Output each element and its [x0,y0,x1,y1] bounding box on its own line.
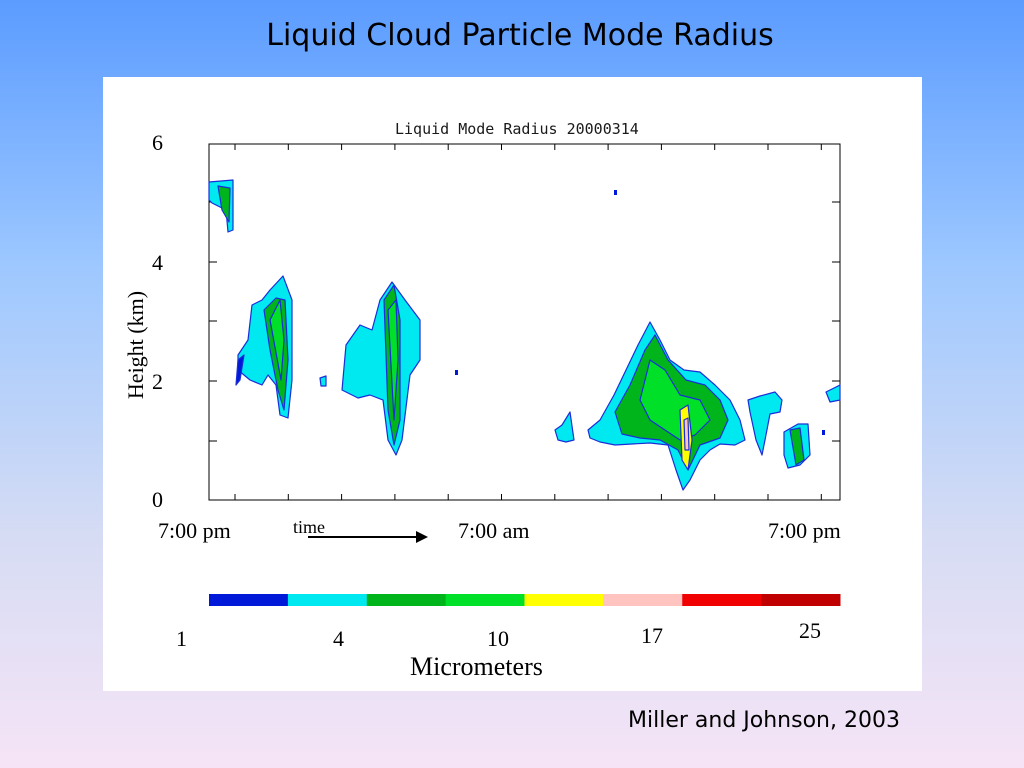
echo-speck [614,190,617,195]
y-tick-label-6: 6 [152,130,163,155]
x-tick-label-start: 7:00 pm [158,518,231,543]
x-tick-label-end: 7:00 pm [768,518,841,543]
plot-title: Liquid Mode Radius 20000314 [395,120,639,138]
colorbar-segment [682,594,762,606]
cloud-echo [235,354,245,386]
y-tick-label-0: 0 [152,487,163,512]
colorbar-segment [761,594,841,606]
colorbar-segment [209,594,289,606]
colorbar-label-4: 4 [333,626,344,651]
cloud-echo [825,384,841,403]
cloud-echo [554,411,575,443]
colorbar-label-25: 25 [799,618,821,643]
y-tick-label-2: 2 [152,369,163,394]
colorbar-segment [366,594,447,606]
cloud-echo [789,427,805,466]
cloud-echo [683,417,690,451]
cloud-echo [747,391,783,456]
time-arrow [308,531,428,543]
y-tick-label-4: 4 [152,250,163,275]
echo-speck [455,370,458,375]
cloud-echo [387,299,399,421]
colorbar [209,594,841,606]
colorbar-segment [524,594,604,606]
colorbar-label-10: 10 [487,626,509,651]
cloud-echo [269,299,285,381]
y-axis-label: Height (km) [123,290,148,400]
time-label: time [293,517,325,537]
plot-frame [208,143,841,501]
colorbar-segment [445,594,525,606]
x-tick-label-middle: 7:00 am [458,518,530,543]
slide-title: Liquid Cloud Particle Mode Radius [266,18,774,53]
colorbar-segment [287,594,368,606]
cloud-echoes [208,179,841,491]
cloud-echo [319,375,327,387]
cloud-echo [217,185,231,223]
colorbar-segment [603,594,683,606]
colorbar-label-1: 1 [176,626,187,651]
echo-speck [822,430,825,435]
cloud-echo [639,359,711,441]
colorbar-label-17: 17 [641,623,663,648]
credit-text: Miller and Johnson, 2003 [628,708,900,733]
colorbar-units: Micrometers [410,652,543,681]
